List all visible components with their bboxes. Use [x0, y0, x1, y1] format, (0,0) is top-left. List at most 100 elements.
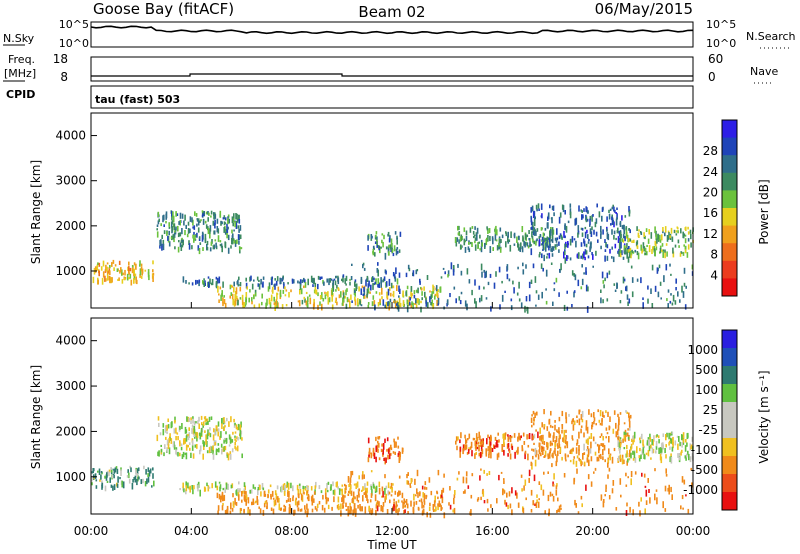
heatmap-cell [415, 298, 417, 304]
heatmap-cell [633, 431, 636, 439]
heatmap-cell [506, 492, 508, 498]
heatmap-cell [397, 445, 400, 449]
heatmap-cell [677, 230, 679, 234]
heatmap-cell [687, 450, 689, 456]
heatmap-cell [590, 456, 593, 462]
heatmap-cell [270, 495, 272, 500]
heatmap-cell [556, 510, 558, 514]
heatmap-cell [442, 487, 445, 493]
heatmap-cell [284, 505, 287, 512]
heatmap-cell [327, 291, 329, 298]
heatmap-cell [258, 283, 261, 290]
heatmap-cell [233, 287, 235, 293]
heatmap-cell [541, 445, 543, 453]
heatmap-cell [181, 423, 183, 430]
heatmap-cell [234, 435, 236, 438]
heatmap-cell [374, 281, 376, 285]
heatmap-cell [668, 484, 670, 490]
heatmap-cell [127, 469, 129, 474]
heatmap-cell [398, 507, 400, 512]
heatmap-cell [175, 447, 178, 451]
heatmap-cell [619, 443, 622, 447]
heatmap-cell [590, 231, 593, 237]
heatmap-cell [276, 485, 279, 490]
heatmap-cell [210, 416, 213, 420]
heatmap-cell [367, 287, 370, 294]
heatmap-cell [387, 448, 390, 454]
heatmap-cell [386, 448, 388, 452]
heatmap-cell [394, 301, 397, 308]
heatmap-cell [158, 450, 160, 457]
heatmap-cell [530, 207, 532, 213]
heatmap-cell [387, 231, 390, 237]
heatmap-cell [382, 506, 384, 513]
heatmap-cell [303, 285, 305, 289]
heatmap-cell [188, 282, 190, 285]
heatmap-cell [239, 282, 242, 287]
heatmap-cell [163, 230, 166, 234]
heatmap-cell [410, 291, 412, 296]
heatmap-cell [303, 277, 305, 282]
heatmap-cell [219, 486, 221, 492]
heatmap-cell [513, 232, 516, 239]
heatmap-cell [607, 459, 610, 463]
heatmap-cell [465, 471, 468, 477]
heatmap-cell [110, 277, 112, 284]
heatmap-cell [236, 436, 238, 440]
heatmap-cell [535, 502, 538, 508]
heatmap-cell [509, 453, 512, 460]
heatmap-cell [398, 455, 401, 461]
heatmap-cell [542, 241, 544, 246]
heatmap-cell [185, 444, 188, 451]
heatmap-cell [576, 253, 579, 259]
heatmap-cell [372, 483, 375, 489]
heatmap-cell [301, 279, 304, 283]
heatmap-cell [659, 453, 662, 461]
heatmap-cell [648, 245, 651, 253]
heatmap-cell [549, 449, 551, 454]
heatmap-cell [618, 251, 620, 255]
heatmap-cell [240, 508, 242, 511]
heatmap-cell [234, 431, 237, 434]
heatmap-cell [464, 247, 467, 253]
heatmap-cell [396, 303, 398, 306]
heatmap-cell [367, 304, 370, 308]
heatmap-cell [617, 440, 619, 447]
heatmap-cell [228, 421, 230, 427]
heatmap-cell [542, 267, 544, 272]
heatmap-cell [671, 494, 673, 500]
heatmap-cell [468, 447, 470, 451]
heatmap-cell [276, 293, 279, 295]
heatmap-cell [510, 231, 512, 238]
heatmap-cell [654, 226, 656, 234]
heatmap-cell [394, 490, 397, 495]
heatmap-cell [463, 238, 466, 246]
heatmap-cell [223, 437, 226, 441]
heatmap-cell [620, 290, 623, 294]
heatmap-cell [538, 442, 541, 448]
heatmap-cell [402, 501, 404, 509]
heatmap-cell [615, 237, 617, 241]
heatmap-cell [224, 445, 227, 451]
heatmap-cell [625, 229, 628, 237]
heatmap-cell [566, 255, 569, 259]
heatmap-cell [258, 484, 260, 487]
heatmap-cell [563, 230, 565, 238]
heatmap-cell [503, 490, 506, 494]
heatmap-cell [218, 299, 220, 303]
heatmap-cell [471, 473, 474, 477]
heatmap-cell [512, 280, 514, 285]
heatmap-cell [490, 452, 492, 459]
heatmap-cell [685, 439, 687, 443]
heatmap-cell [168, 437, 170, 443]
heatmap-cell [290, 289, 292, 293]
heatmap-cell [564, 445, 566, 449]
heatmap-cell [368, 447, 371, 455]
heatmap-cell [169, 437, 171, 441]
heatmap-cell [214, 214, 217, 219]
heatmap-cell [629, 247, 632, 253]
heatmap-cell [555, 239, 558, 243]
heatmap-cell [421, 485, 424, 490]
heatmap-cell [209, 427, 211, 431]
